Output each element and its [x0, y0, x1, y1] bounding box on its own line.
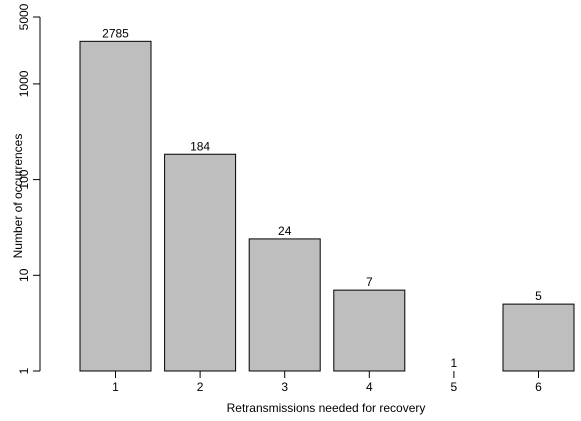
bar-3: [248, 238, 321, 372]
x-tick-label: 6: [535, 380, 542, 394]
y-axis: 1 10 100 1000 5000: [17, 3, 41, 374]
data-label-5: 1: [451, 356, 458, 370]
y-tick-label: 5000: [17, 3, 31, 30]
data-label-4: 7: [366, 275, 373, 289]
y-tick-label: 1: [17, 367, 31, 374]
x-tick-label: 2: [197, 380, 204, 394]
y-axis-title: Number of occurrences: [11, 134, 25, 259]
y-tick-label: 1000: [17, 70, 31, 97]
x-axis-title: Retransmissions needed for recovery: [227, 401, 426, 415]
x-axis: 1 2 3 4 5 6: [112, 371, 542, 394]
data-labels-group: 2785 184 24 7 1 5: [102, 26, 542, 370]
bar-6: [502, 303, 575, 372]
data-label-3: 24: [278, 224, 292, 238]
bar-4: [333, 289, 406, 372]
bars-group: [79, 40, 575, 372]
x-tick-label: 3: [281, 380, 288, 394]
bar-2: [164, 153, 237, 372]
y-tick-label: 10: [17, 268, 31, 282]
data-label-1: 2785: [102, 26, 129, 40]
x-tick-label: 5: [451, 380, 458, 394]
data-label-2: 184: [190, 139, 210, 153]
data-label-6: 5: [535, 289, 542, 303]
x-tick-label: 4: [366, 380, 373, 394]
x-tick-label: 1: [112, 380, 119, 394]
bar-1: [79, 40, 152, 372]
y-tick-label: 100: [17, 169, 31, 189]
